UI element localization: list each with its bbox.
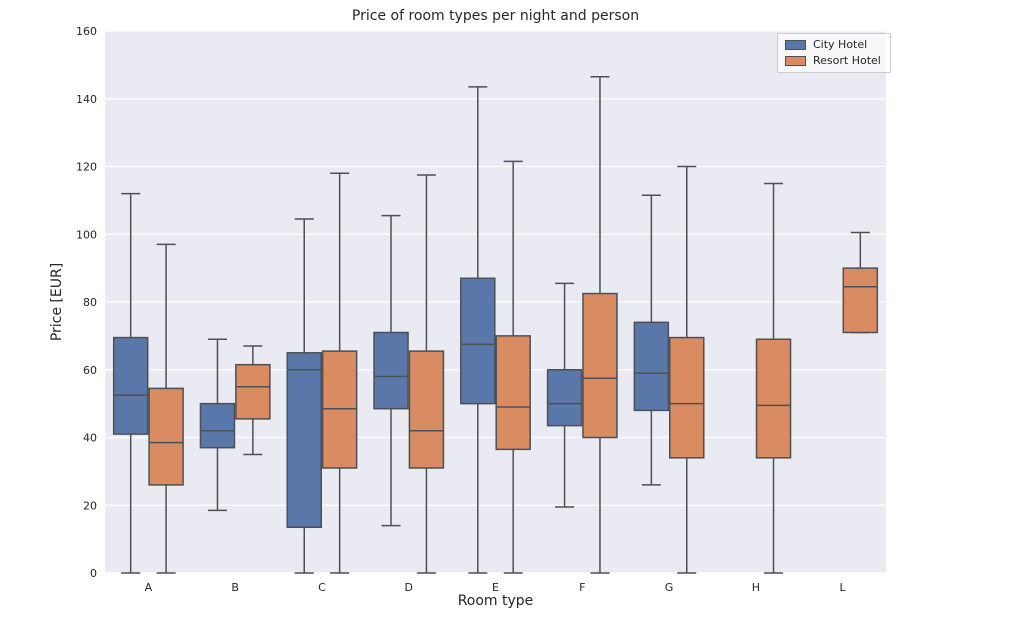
x-tick-label: L bbox=[840, 581, 847, 594]
legend-label-city-hotel: City Hotel bbox=[813, 38, 868, 51]
box bbox=[669, 336, 705, 459]
legend-swatch-resort-hotel bbox=[785, 56, 806, 66]
legend: City Hotel Resort Hotel bbox=[777, 33, 891, 73]
box bbox=[633, 321, 670, 412]
y-tick-label: 20 bbox=[83, 499, 97, 512]
box bbox=[286, 352, 322, 529]
y-tick-label: 0 bbox=[90, 567, 97, 580]
box bbox=[546, 369, 583, 427]
y-tick-label: 140 bbox=[76, 93, 97, 106]
y-tick-label: 60 bbox=[83, 364, 97, 377]
x-axis-label: Room type bbox=[457, 593, 534, 609]
box bbox=[582, 292, 618, 439]
legend-label-resort-hotel: Resort Hotel bbox=[813, 54, 881, 67]
box bbox=[495, 335, 531, 451]
box bbox=[235, 363, 271, 420]
x-tick-label: A bbox=[145, 581, 153, 594]
x-tick-label: F bbox=[579, 581, 585, 594]
x-tick-label: B bbox=[231, 581, 239, 594]
chart-title: Price of room types per night and person bbox=[351, 8, 640, 24]
y-tick-label: 40 bbox=[83, 432, 97, 445]
box bbox=[148, 387, 184, 486]
x-tick-label: E bbox=[492, 581, 499, 594]
legend-item-city-hotel: City Hotel bbox=[785, 39, 881, 51]
x-tick-label: D bbox=[404, 581, 412, 594]
legend-swatch-city-hotel bbox=[785, 40, 806, 50]
y-tick-label: 100 bbox=[76, 228, 97, 241]
box bbox=[112, 336, 149, 435]
y-tick-label: 120 bbox=[76, 161, 97, 174]
x-tick-label: G bbox=[665, 581, 674, 594]
x-tick-label: H bbox=[752, 581, 760, 594]
y-axis-label: Price [EUR] bbox=[49, 262, 65, 342]
box bbox=[373, 331, 409, 410]
y-tick-label: 80 bbox=[83, 296, 97, 309]
box bbox=[755, 338, 792, 459]
box bbox=[408, 350, 445, 469]
box bbox=[842, 267, 879, 334]
box bbox=[199, 402, 236, 449]
box bbox=[321, 350, 358, 469]
x-tick-label: C bbox=[318, 581, 326, 594]
legend-item-resort-hotel: Resort Hotel bbox=[785, 55, 881, 67]
y-tick-label: 160 bbox=[76, 25, 97, 38]
box bbox=[460, 277, 496, 405]
